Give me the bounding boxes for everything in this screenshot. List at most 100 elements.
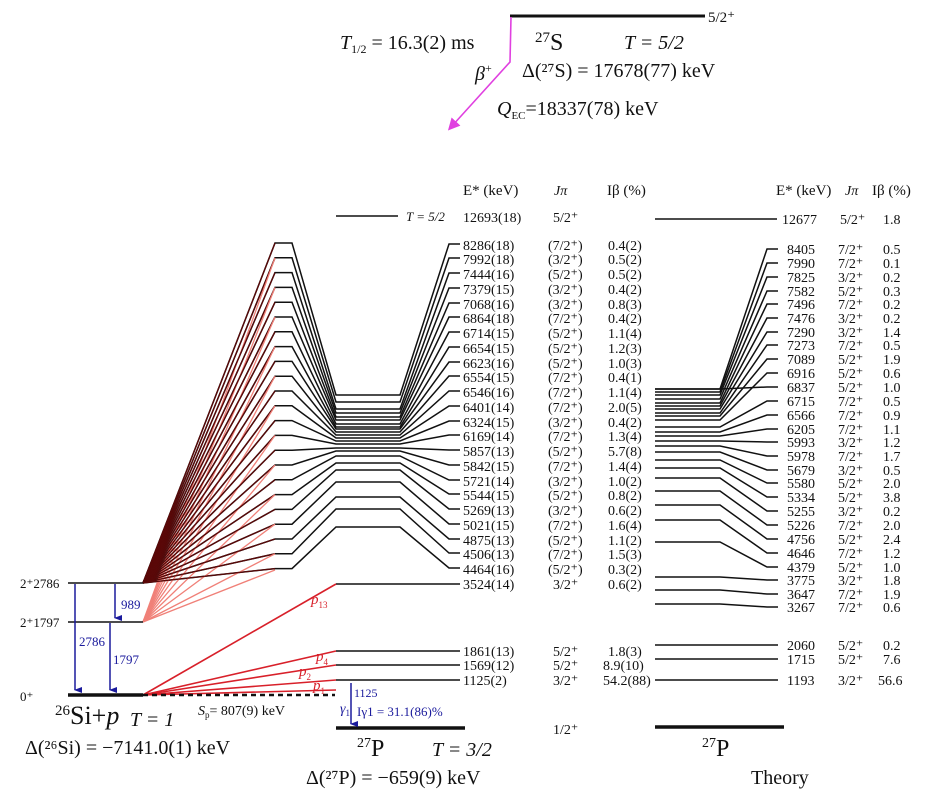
proton-line-to-2786 <box>142 242 276 584</box>
theory-level: 6715 7/2⁺ 0.5 <box>655 395 901 428</box>
theory-level-spin: 5/2⁺ <box>838 381 863 396</box>
theory-level-line <box>655 344 778 414</box>
theory-level: 3267 7/2⁺ 0.6 <box>655 601 901 616</box>
theory-level-energy: 1715 <box>787 653 815 668</box>
level-beta-intensity: 2.0(5) <box>608 401 642 416</box>
proton-line-to-2786 <box>142 272 276 584</box>
ias-energy: 12693(18) <box>463 211 522 226</box>
level-spin: (3/2⁺) <box>548 475 583 490</box>
theory-ias-ib: 1.8 <box>883 213 901 228</box>
theory-level-energy: 3267 <box>787 601 815 616</box>
theory-level-beta-intensity: 0.2 <box>883 639 901 654</box>
theory-level-beta-intensity: 2.0 <box>883 519 901 534</box>
parent-mass-excess: Δ(²⁷S) = 17678(77) keV <box>522 60 716 82</box>
theory-level-energy: 7290 <box>787 326 815 341</box>
level-energy: 6864(18) <box>463 312 515 327</box>
gamma-1797-label: 1797 <box>113 652 140 667</box>
level-energy: 7379(15) <box>463 283 515 298</box>
theory-level-spin: 5/2⁺ <box>838 653 863 668</box>
level-spin: (3/2⁺) <box>548 298 583 313</box>
ias-isospin: T = 5/2 <box>406 209 445 224</box>
parent-halflife: T1/2 = 16.3(2) ms <box>340 32 475 56</box>
proton-line-to-ground <box>142 689 337 696</box>
theory-level: 6837 5/2⁺ 1.0 <box>655 381 901 396</box>
gamma-989-label: 989 <box>121 597 141 612</box>
theory-level-beta-intensity: 0.5 <box>883 243 901 258</box>
experiment-level: 6324(15) (3/2⁺) 0.4(2) <box>142 416 642 584</box>
theory-level-line <box>655 576 778 581</box>
si26-system-label: 26Si+p <box>55 701 119 730</box>
theory-level: 5226 7/2⁺ 2.0 <box>655 490 901 534</box>
level-spin: (7/2⁺) <box>548 401 583 416</box>
level-energy: 5857(13) <box>463 445 515 460</box>
theory-header-energy: E* (keV) <box>776 183 831 199</box>
theory-level-line <box>655 467 778 498</box>
theory-level-spin: 3/2⁺ <box>838 436 863 451</box>
theory-level-beta-intensity: 1.9 <box>883 353 901 368</box>
level-beta-intensity: 0.5(2) <box>608 253 642 268</box>
theory-level-spin: 7/2⁺ <box>838 395 863 410</box>
theory-level: 6566 7/2⁺ 0.9 <box>655 409 901 433</box>
level-beta-intensity: 8.9(10) <box>603 659 644 674</box>
proton-line-to-ground <box>142 664 337 696</box>
level-spin: (7/2⁺) <box>548 519 583 534</box>
proton-label: p2 <box>298 664 311 682</box>
theory-level-beta-intensity: 1.4 <box>883 326 901 341</box>
theory-level-spin: 3/2⁺ <box>838 271 863 286</box>
theory-level-beta-intensity: 0.6 <box>883 601 901 616</box>
theory-level-energy: 5334 <box>787 491 815 506</box>
theory-level-energy: 3647 <box>787 588 815 603</box>
level-spin: 3/2⁺ <box>553 578 578 593</box>
theory-column-headers: E* (keV) Jπ Iβ (%) <box>776 183 911 199</box>
proton-line-to-2786 <box>142 346 276 584</box>
theory-level-beta-intensity: 1.2 <box>883 547 901 562</box>
theory-level-energy: 7582 <box>787 285 815 300</box>
level-beta-intensity: 1.0(3) <box>608 357 642 372</box>
theory-level-beta-intensity: 3.8 <box>883 491 901 506</box>
theory-level-beta-intensity: 1.7 <box>883 450 901 465</box>
theory-level-energy: 7089 <box>787 353 815 368</box>
theory-level: 8405 7/2⁺ 0.5 <box>655 243 901 390</box>
proton-line-to-2786 <box>142 449 276 584</box>
level-spin: (5/2⁺) <box>548 342 583 357</box>
theory-level-line <box>655 504 778 540</box>
theory-level-energy: 7825 <box>787 271 815 286</box>
theory-level-energy: 5226 <box>787 519 815 534</box>
proton-label: p13 <box>310 592 328 610</box>
level-beta-intensity: 1.1(4) <box>608 327 642 342</box>
theory-level-spin: 5/2⁺ <box>838 639 863 654</box>
theory-level-beta-intensity: 1.9 <box>883 588 901 603</box>
theory-level-spin: 5/2⁺ <box>838 491 863 506</box>
level-beta-intensity: 1.3(4) <box>608 430 642 445</box>
theory-level-energy: 3775 <box>787 574 815 589</box>
level-spin: 5/2⁺ <box>553 645 578 660</box>
experiment-level: 5021(15) (7/2⁺) 1.6(4) <box>142 481 642 584</box>
theory-level-beta-intensity: 1.0 <box>883 561 901 576</box>
proton-line-to-2786 <box>142 316 276 584</box>
proton-line-to-2786 <box>142 405 276 584</box>
proton-line-to-2786 <box>142 494 276 584</box>
level-spin: (5/2⁺) <box>548 534 583 549</box>
gamma1-energy: 1125 <box>354 686 378 700</box>
theory-level-line <box>655 603 778 608</box>
experiment-levels: 8286(18) (7/2⁺) 0.4(2) 7992(18) (3/2⁺) 0.5(2)… <box>142 239 651 689</box>
level-spin: (3/2⁺) <box>548 416 583 431</box>
theory-level-energy: 5580 <box>787 477 815 492</box>
theory-level: 2060 5/2⁺ 0.2 <box>655 639 901 654</box>
p27-mass-excess: Δ(²⁷P) = −659(9) keV <box>306 767 481 789</box>
theory-level: 1193 3/2⁺ 56.6 <box>655 674 903 689</box>
p27-ground-spin: 1/2⁺ <box>553 723 578 738</box>
level-beta-intensity: 1.4(4) <box>608 460 642 475</box>
parent-spin: 5/2⁺ <box>708 10 735 26</box>
level-beta-intensity: 0.4(2) <box>608 239 642 254</box>
experiment-level: 5842(15) (7/2⁺) 1.4(4) <box>142 450 642 584</box>
experiment-level: 1861(13) 5/2⁺ 1.8(3) <box>336 645 642 660</box>
level-beta-intensity: 0.4(2) <box>608 312 642 327</box>
level-spin: (5/2⁺) <box>548 357 583 372</box>
theory-level-spin: 3/2⁺ <box>838 312 863 327</box>
theory-level-spin: 7/2⁺ <box>838 257 863 272</box>
level-spin: (5/2⁺) <box>548 445 583 460</box>
theory-level-line <box>655 400 778 428</box>
